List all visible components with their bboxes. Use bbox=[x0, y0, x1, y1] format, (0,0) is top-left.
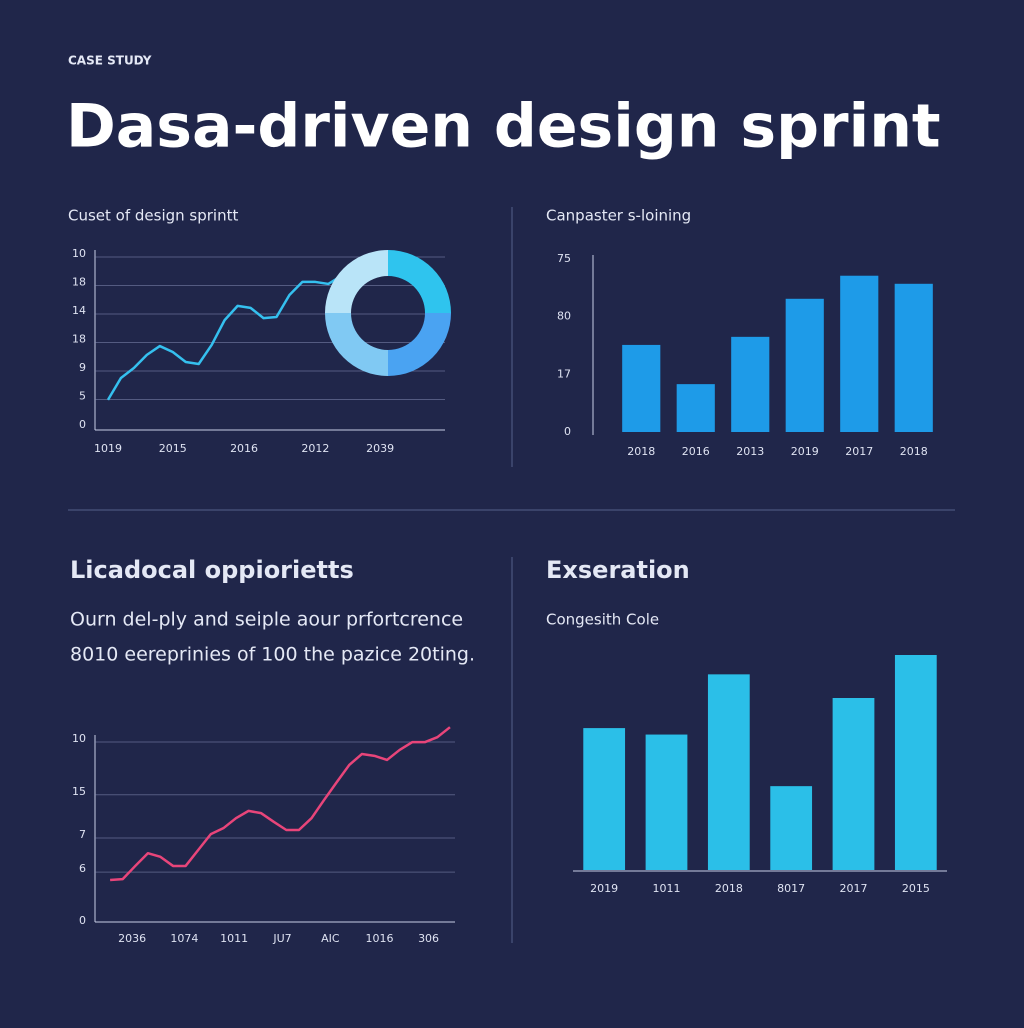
data-line bbox=[106, 274, 342, 401]
y-tick-label: 80 bbox=[557, 310, 571, 323]
x-tick-label: 2019 bbox=[791, 445, 819, 458]
y-tick-label: 17 bbox=[557, 367, 571, 380]
bar bbox=[840, 275, 879, 432]
x-tick-label: 2017 bbox=[840, 882, 868, 895]
paragraph-line: Ourn del-ply and seiple aour prfortcrenc… bbox=[70, 609, 463, 631]
bar bbox=[894, 655, 937, 870]
donut-segment bbox=[325, 313, 388, 376]
eyebrow: CASE STUDY bbox=[68, 54, 152, 68]
x-tick-label: 1019 bbox=[94, 442, 122, 455]
donut-segment bbox=[388, 250, 451, 313]
x-tick-label: 2018 bbox=[900, 445, 928, 458]
x-tick-label: 2018 bbox=[627, 445, 655, 458]
data-line bbox=[110, 726, 451, 882]
section-heading: Licadocal oppiorietts bbox=[70, 556, 354, 584]
x-tick-label: 1074 bbox=[170, 932, 198, 945]
x-tick-label: 2018 bbox=[715, 882, 743, 895]
page-title: Dasa-driven design sprint bbox=[66, 92, 941, 162]
x-tick-label: 2015 bbox=[159, 442, 187, 455]
x-tick-label: 2015 bbox=[902, 882, 930, 895]
bar bbox=[894, 283, 933, 432]
donut-segment bbox=[325, 250, 388, 313]
x-tick-label: 1011 bbox=[653, 882, 681, 895]
x-tick-label: 2019 bbox=[590, 882, 618, 895]
y-tick-label: 15 bbox=[72, 785, 86, 798]
bar bbox=[622, 344, 661, 432]
bar bbox=[832, 698, 875, 870]
y-tick-label: 18 bbox=[72, 276, 86, 289]
donut-segment bbox=[388, 313, 451, 376]
y-tick-label: 0 bbox=[564, 425, 571, 438]
paragraph-line: 8010 eereprinies of 100 the pazice 20tin… bbox=[70, 644, 475, 666]
x-tick-label: 1011 bbox=[220, 932, 248, 945]
bar bbox=[707, 674, 750, 870]
bar bbox=[785, 298, 824, 432]
x-tick-label: 8017 bbox=[777, 882, 805, 895]
chart-title: Cuset of design sprintt bbox=[68, 207, 238, 225]
bar bbox=[645, 734, 688, 870]
x-tick-label: 2039 bbox=[366, 442, 394, 455]
y-tick-label: 75 bbox=[557, 252, 571, 265]
x-tick-label: 306 bbox=[418, 932, 439, 945]
y-tick-label: 18 bbox=[72, 333, 86, 346]
y-tick-label: 14 bbox=[72, 304, 86, 317]
chart-title: Canpaster s-loining bbox=[546, 207, 691, 225]
chart-title: Exseration bbox=[546, 556, 690, 584]
x-tick-label: 2036 bbox=[118, 932, 146, 945]
x-tick-label: 2017 bbox=[845, 445, 873, 458]
y-tick-label: 9 bbox=[79, 361, 86, 374]
y-tick-label: 7 bbox=[79, 828, 86, 841]
x-tick-label: 2016 bbox=[682, 445, 710, 458]
y-tick-label: 5 bbox=[79, 390, 86, 403]
bar bbox=[676, 384, 715, 432]
y-tick-label: 10 bbox=[72, 732, 86, 745]
x-tick-label: 2013 bbox=[736, 445, 764, 458]
bar bbox=[770, 786, 813, 870]
chart-subtitle: Congesith Cole bbox=[546, 611, 659, 629]
x-tick-label: 2012 bbox=[301, 442, 329, 455]
bar bbox=[583, 728, 626, 870]
y-tick-label: 10 bbox=[72, 247, 86, 260]
x-tick-label: 1016 bbox=[365, 932, 393, 945]
x-tick-label: 2016 bbox=[230, 442, 258, 455]
y-tick-label: 6 bbox=[79, 862, 86, 875]
bar bbox=[731, 336, 770, 432]
y-tick-label: 0 bbox=[79, 418, 86, 431]
x-tick-label: AIC bbox=[321, 932, 340, 945]
x-tick-label: JU7 bbox=[272, 932, 291, 945]
y-tick-label: 0 bbox=[79, 914, 86, 927]
